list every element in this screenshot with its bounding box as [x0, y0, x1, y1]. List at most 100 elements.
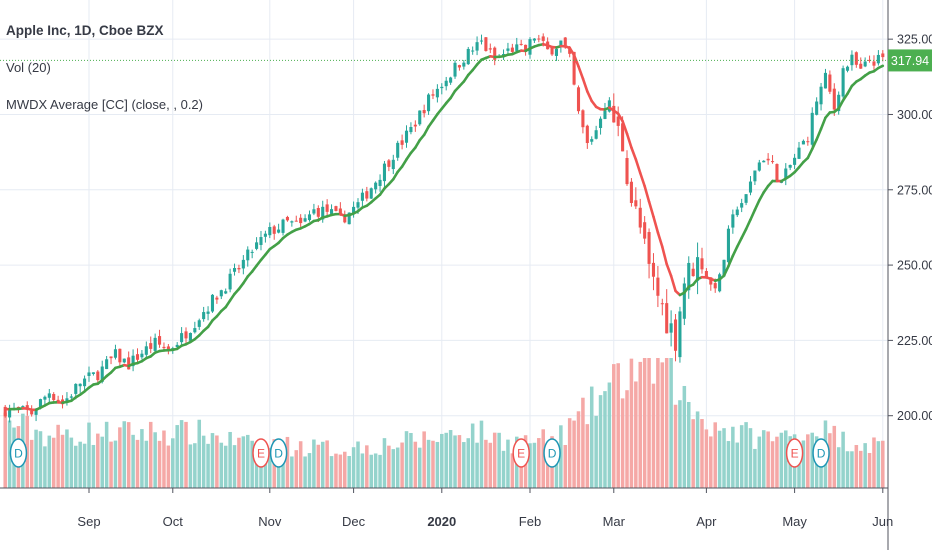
candle-body — [109, 356, 113, 359]
volume-bar — [744, 422, 748, 488]
mwdx-segment — [727, 254, 735, 268]
candle-body — [356, 202, 360, 208]
volume-bar — [863, 443, 867, 488]
candle-body — [832, 88, 836, 110]
candle-body — [413, 124, 417, 127]
candle-body — [643, 222, 647, 239]
volume-bar — [761, 430, 766, 488]
candle-body — [255, 242, 259, 249]
candle-body — [352, 206, 356, 213]
volume-bar — [510, 453, 515, 488]
mwdx-segment — [877, 64, 885, 70]
volume-bar — [594, 415, 598, 488]
volume-bar — [722, 428, 726, 488]
chart-title: Apple Inc, 1D, Cboe BZX — [6, 23, 164, 38]
volume-bar — [620, 398, 625, 488]
mwdx-segment — [749, 208, 757, 221]
candle-body — [140, 353, 144, 358]
candle-body — [678, 311, 682, 358]
candle-body — [775, 164, 779, 181]
candle-body — [83, 378, 87, 387]
candle-body — [338, 208, 342, 215]
volume-bar — [47, 435, 52, 488]
candle-body — [687, 262, 691, 291]
volume-bar — [351, 447, 356, 488]
volume-bar — [642, 358, 647, 488]
volume-bar — [166, 445, 171, 488]
candle-body — [585, 125, 589, 144]
dividend-marker-label: D — [817, 447, 826, 461]
volume-bar — [585, 424, 590, 488]
candle-body — [599, 118, 603, 128]
volume-bar — [448, 430, 453, 488]
volume-bar — [845, 451, 850, 488]
volume-bar — [784, 430, 788, 488]
volume-bar — [237, 437, 241, 488]
mwdx-segment — [577, 65, 585, 80]
grid-lines — [0, 0, 888, 488]
volume-bar — [559, 425, 563, 488]
y-tick-label: 200.00 — [897, 409, 932, 423]
candle-body — [766, 158, 770, 161]
x-tick-label: Feb — [519, 514, 541, 529]
candle-body — [30, 410, 34, 415]
volume-bar — [126, 422, 131, 488]
volume-bar — [603, 391, 607, 488]
volume-bar — [404, 431, 409, 488]
candle-body — [669, 323, 673, 333]
volume-bar — [395, 447, 400, 488]
volume-bar — [413, 441, 418, 488]
mwdx-segment — [242, 275, 250, 285]
candle-body — [590, 139, 594, 142]
y-tick-label: 250.00 — [897, 259, 932, 273]
candle-body — [184, 331, 188, 339]
volume-bar — [245, 434, 250, 488]
candle-body — [453, 62, 457, 77]
candle-body — [290, 221, 294, 223]
volume-bar — [65, 429, 69, 488]
candle-body — [118, 348, 122, 363]
volume-bar — [872, 437, 876, 488]
mwdx-segment — [810, 138, 818, 151]
candle-body — [303, 218, 307, 222]
volume-bar — [625, 390, 629, 488]
volume-bar — [285, 436, 290, 488]
dividend-marker — [543, 438, 561, 468]
volume-bar — [250, 440, 254, 488]
volume-bar — [770, 441, 775, 488]
volume-bar — [422, 431, 426, 488]
volume-bar — [153, 432, 157, 488]
volume-bar — [320, 441, 325, 488]
candle-body — [135, 354, 140, 360]
volume-bar — [228, 431, 232, 488]
volume-bar — [766, 431, 770, 488]
mwdx-segment — [625, 132, 633, 149]
y-axis: 200.00 225.00 250.00 275.00 300.00 325.00 — [887, 0, 932, 550]
volume-bar — [682, 385, 687, 488]
candle-body — [656, 277, 660, 296]
volume-bar — [241, 436, 246, 488]
volume-bar — [545, 445, 550, 488]
mwdx-segment — [819, 116, 827, 131]
volume-bar — [492, 432, 497, 488]
candle-body — [149, 343, 153, 349]
volume-bar — [184, 421, 188, 488]
candle-body — [369, 188, 373, 199]
volume-bar — [373, 453, 378, 488]
candle-body — [281, 219, 285, 233]
candle-body — [731, 214, 735, 228]
last-price-text: 317.94 — [891, 54, 929, 68]
earnings-marker — [512, 438, 530, 468]
mwdx-segment — [228, 292, 236, 302]
volume-bar — [316, 444, 321, 488]
dividend-marker — [9, 438, 28, 468]
volume-bar — [148, 421, 153, 488]
volume-bar — [828, 433, 832, 488]
candle-body — [572, 51, 576, 85]
candle-body — [629, 181, 633, 203]
volume-bar — [832, 425, 837, 488]
candle-body — [224, 291, 228, 294]
volume-bar — [51, 437, 56, 488]
